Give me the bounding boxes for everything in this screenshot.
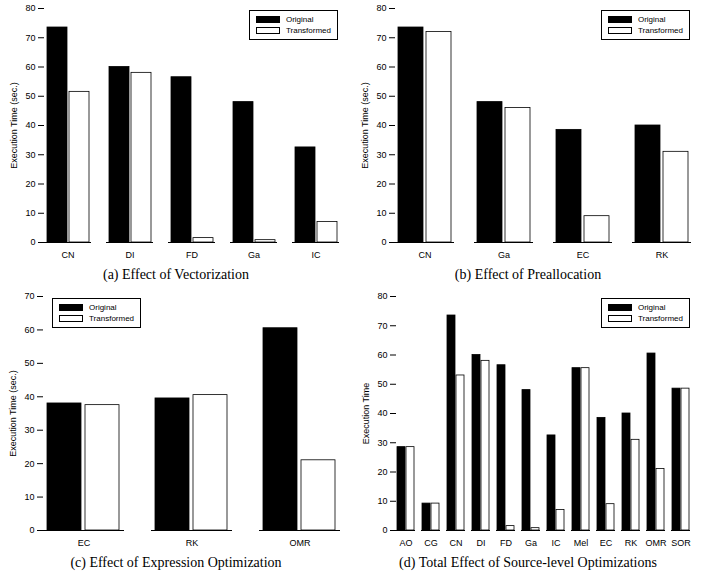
html-text:Transformed: Transformed xyxy=(89,314,135,323)
svg-text:50: 50 xyxy=(377,379,387,389)
svg-text:30: 30 xyxy=(24,425,34,435)
svg-text:10: 10 xyxy=(376,208,386,218)
svg-text:EC: EC xyxy=(577,250,590,260)
svg-text:60: 60 xyxy=(376,62,386,72)
svg-text:40: 40 xyxy=(25,120,35,130)
svg-text:50: 50 xyxy=(24,358,34,368)
svg-text:70: 70 xyxy=(24,291,34,301)
svg-text:40: 40 xyxy=(24,392,34,402)
svg-text:60: 60 xyxy=(24,325,34,335)
svg-text:SOR: SOR xyxy=(671,538,691,548)
svg-text:0: 0 xyxy=(381,237,386,247)
svg-text:20: 20 xyxy=(25,179,35,189)
svg-text:IC: IC xyxy=(552,538,562,548)
svg-text:CG: CG xyxy=(424,538,438,548)
svg-text:EC: EC xyxy=(600,538,613,548)
html-text:(b) Effect of Preallocation: (b) Effect of Preallocation xyxy=(454,267,602,282)
svg-text:AO: AO xyxy=(399,538,412,548)
svg-text:Ga: Ga xyxy=(498,250,510,260)
svg-text:FD: FD xyxy=(500,538,512,548)
svg-text:10: 10 xyxy=(24,492,34,502)
svg-text:EC: EC xyxy=(78,538,91,548)
svg-text:70: 70 xyxy=(25,33,35,43)
svg-text:10: 10 xyxy=(25,208,35,218)
svg-text:50: 50 xyxy=(376,91,386,101)
svg-text:CN: CN xyxy=(419,250,432,260)
svg-text:IC: IC xyxy=(312,250,322,260)
html-text:(c) Effect of Expression Optim: (c) Effect of Expression Optimization xyxy=(70,555,282,570)
html-text:Transformed: Transformed xyxy=(285,26,331,35)
svg-text:Execution Time (sec.): Execution Time (sec.) xyxy=(8,370,18,457)
html-text:Transformed: Transformed xyxy=(637,314,683,323)
svg-text:Ga: Ga xyxy=(248,250,260,260)
svg-text:30: 30 xyxy=(25,150,35,160)
svg-text:70: 70 xyxy=(377,321,387,331)
svg-text:CN: CN xyxy=(62,250,75,260)
html-text:(d) Total Effect of Source-lev: (d) Total Effect of Source-level Optimiz… xyxy=(399,555,657,570)
svg-text:Execution Time (sec.): Execution Time (sec.) xyxy=(9,82,19,169)
svg-text:0: 0 xyxy=(382,525,387,535)
svg-text:Execution Time: Execution Time xyxy=(361,383,371,445)
svg-text:30: 30 xyxy=(377,438,387,448)
html-text:Original: Original xyxy=(285,15,314,24)
html-text:(a) Effect of Vectorization: (a) Effect of Vectorization xyxy=(103,267,249,282)
svg-text:0: 0 xyxy=(29,525,34,535)
svg-text:50: 50 xyxy=(25,91,35,101)
svg-text:40: 40 xyxy=(377,408,387,418)
svg-text:80: 80 xyxy=(25,3,35,13)
svg-text:80: 80 xyxy=(377,291,387,301)
svg-text:RK: RK xyxy=(656,250,669,260)
svg-text:Ga: Ga xyxy=(525,538,537,548)
svg-text:80: 80 xyxy=(376,3,386,13)
svg-text:Execution Time (sec.): Execution Time (sec.) xyxy=(360,82,370,169)
svg-text:60: 60 xyxy=(25,62,35,72)
html-text:Original: Original xyxy=(637,15,666,24)
svg-text:10: 10 xyxy=(377,496,387,506)
html-text:Original: Original xyxy=(89,303,117,312)
svg-text:RK: RK xyxy=(186,538,199,548)
svg-text:20: 20 xyxy=(376,179,386,189)
svg-text:RK: RK xyxy=(625,538,638,548)
svg-text:Mel: Mel xyxy=(574,538,589,548)
svg-text:20: 20 xyxy=(24,459,34,469)
svg-text:DI: DI xyxy=(477,538,486,548)
svg-text:40: 40 xyxy=(376,120,386,130)
svg-text:FD: FD xyxy=(186,250,198,260)
svg-text:20: 20 xyxy=(377,467,387,477)
html-text:Original: Original xyxy=(637,303,666,312)
svg-text:30: 30 xyxy=(376,150,386,160)
svg-text:OMR: OMR xyxy=(646,538,667,548)
svg-text:0: 0 xyxy=(30,237,35,247)
svg-text:60: 60 xyxy=(377,350,387,360)
html-text:Transformed: Transformed xyxy=(637,26,683,35)
svg-text:OMR: OMR xyxy=(290,538,311,548)
svg-text:70: 70 xyxy=(376,33,386,43)
svg-text:DI: DI xyxy=(126,250,135,260)
svg-text:CN: CN xyxy=(450,538,463,548)
